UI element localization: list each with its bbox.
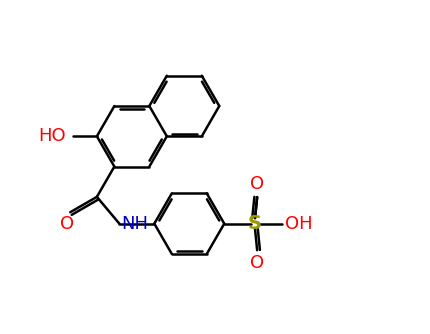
Text: NH: NH (122, 215, 148, 233)
Text: O: O (250, 254, 264, 272)
Text: O: O (250, 175, 264, 193)
Text: O: O (60, 215, 74, 233)
Text: OH: OH (285, 215, 312, 233)
Text: S: S (248, 214, 262, 233)
Text: HO: HO (38, 127, 65, 145)
